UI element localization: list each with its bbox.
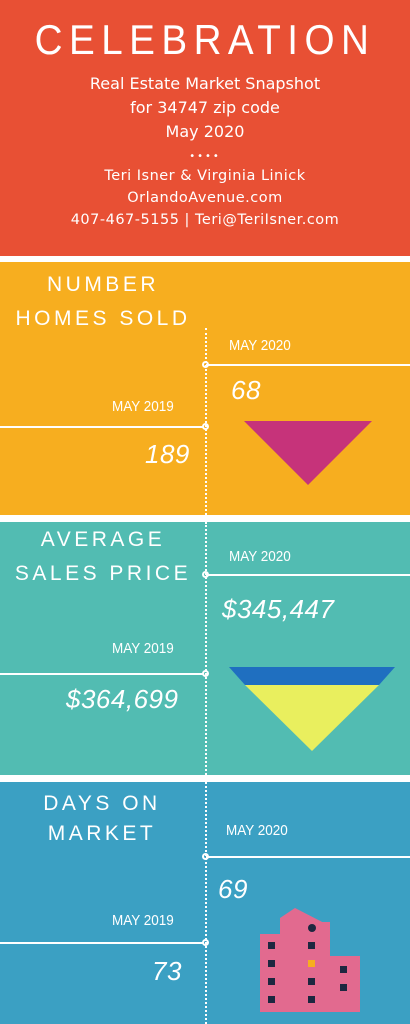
previous-label: MAY 2019 (112, 640, 174, 657)
avg-price-heading-line-1: AVERAGE (40, 528, 166, 551)
previous-line (0, 673, 204, 675)
current-line (206, 364, 410, 366)
avg-price-heading-line-2: SALES PRICE (14, 562, 192, 585)
previous-value: 73 (152, 956, 182, 986)
homes-sold-heading-line-1: NUMBER (46, 273, 159, 296)
timeline-node (202, 853, 209, 860)
building-icon (260, 908, 360, 1012)
timeline-node (202, 423, 209, 430)
timeline-node (202, 571, 209, 578)
timeline-node (202, 670, 209, 677)
homes-sold-section: NUMBER HOMES SOLD MAY 2020 68 MAY 2019 1… (0, 262, 410, 515)
subtitle-line-2: for 34747 zip code (130, 98, 280, 117)
current-value: 69 (218, 874, 248, 904)
timeline-dotted-line (205, 522, 207, 775)
days-on-market-section: DAYS ON MARKET MAY 2020 69 MAY 2019 73 (0, 782, 410, 1024)
previous-line (0, 426, 204, 428)
separator-dots: •••• (189, 151, 221, 162)
previous-label: MAY 2019 (112, 398, 174, 415)
down-triangle-icon (229, 667, 395, 751)
current-value: $345,447 (222, 594, 335, 624)
dom-heading-line-2: MARKET (47, 822, 157, 845)
average-price-section: AVERAGE SALES PRICE MAY 2020 $345,447 MA… (0, 522, 410, 775)
current-line (206, 856, 410, 858)
timeline-node (202, 939, 209, 946)
current-value: 68 (231, 375, 261, 405)
previous-line (0, 942, 204, 944)
previous-value: $364,699 (66, 684, 179, 714)
dom-heading-line-1: DAYS ON (43, 792, 161, 815)
current-line (206, 574, 410, 576)
current-label: MAY 2020 (229, 548, 291, 565)
subtitle-line-3: May 2020 (165, 122, 245, 141)
homes-sold-heading-line-2: HOMES SOLD (15, 307, 191, 330)
header-banner: CELEBRATION Real Estate Market Snapshot … (0, 0, 410, 256)
timeline-dotted-line (205, 328, 207, 515)
previous-value: 189 (145, 439, 190, 469)
contact-info[interactable]: 407-467-5155 | Teri@TeriIsner.com (70, 212, 340, 228)
previous-label: MAY 2019 (112, 912, 174, 929)
website-link[interactable]: OrlandoAvenue.com (127, 190, 283, 206)
timeline-dotted-line (205, 782, 207, 1024)
current-label: MAY 2020 (226, 822, 288, 839)
subtitle-line-1: Real Estate Market Snapshot (89, 74, 321, 93)
agent-names: Teri Isner & Virginia Linick (104, 168, 306, 184)
down-triangle-icon (244, 421, 372, 485)
timeline-node (202, 361, 209, 368)
current-label: MAY 2020 (229, 337, 291, 354)
page-title: CELEBRATION (34, 16, 376, 63)
